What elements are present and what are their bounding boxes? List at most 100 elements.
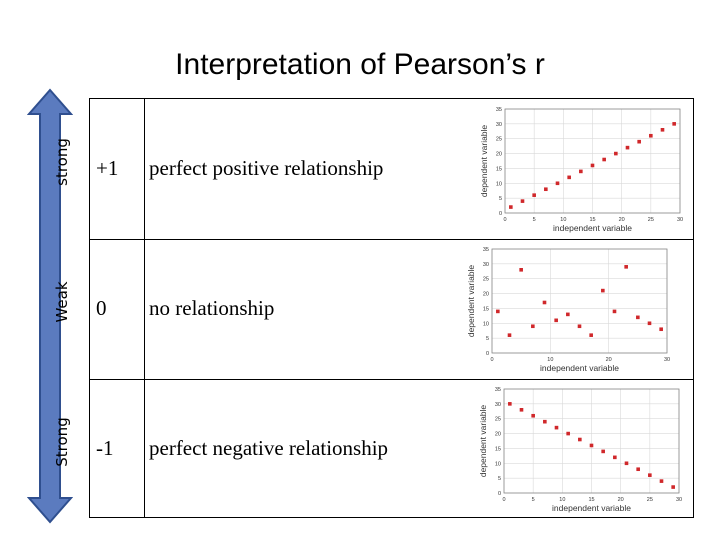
y-tick-label: 5 bbox=[499, 196, 502, 202]
data-point bbox=[672, 122, 676, 126]
data-point bbox=[637, 139, 641, 144]
double-arrow-icon bbox=[26, 88, 74, 524]
y-axis-label: dependent variable bbox=[478, 405, 488, 478]
interpretation-table: +1 perfect positive relationship 0 5 10 15 2… bbox=[89, 98, 694, 518]
data-point bbox=[636, 467, 640, 472]
data-point bbox=[543, 419, 547, 424]
data-point bbox=[577, 324, 582, 329]
data-point bbox=[566, 312, 570, 317]
data-point bbox=[555, 181, 560, 186]
x-tick-label: 20 bbox=[619, 217, 625, 223]
x-tick-label: 5 bbox=[533, 217, 536, 223]
x-tick-label: 20 bbox=[606, 357, 612, 363]
data-point bbox=[509, 205, 513, 209]
plot-frame bbox=[504, 108, 681, 214]
data-point bbox=[659, 327, 663, 332]
data-point bbox=[601, 288, 605, 293]
data-point bbox=[496, 309, 500, 314]
data-point bbox=[590, 163, 595, 168]
data-point bbox=[544, 187, 548, 192]
scatter-plot-negative: 0 5 10 15 20 25 30 0 5 10 15 20 25 30 35 independent va… bbox=[474, 385, 689, 513]
x-tick-label: 25 bbox=[648, 217, 654, 223]
plot-frame bbox=[503, 388, 680, 494]
data-point bbox=[508, 402, 512, 406]
y-tick-label: 10 bbox=[496, 181, 502, 187]
data-point bbox=[660, 128, 665, 132]
x-axis-label: independent variable bbox=[553, 223, 632, 233]
x-tick-label: 25 bbox=[647, 497, 653, 503]
y-tick-label: 35 bbox=[496, 107, 502, 113]
scatter-svg: 0 5 10 15 20 25 30 0 5 10 15 20 25 30 35 independent va… bbox=[479, 107, 683, 233]
x-tick-label: 5 bbox=[532, 497, 535, 503]
y-tick-label: 20 bbox=[483, 292, 489, 298]
y-tick-label: 0 bbox=[499, 211, 502, 217]
r-description: perfect positive relationship bbox=[149, 156, 384, 180]
scatter-svg: 0 5 10 15 20 25 30 0 5 10 15 20 25 30 35 independent va… bbox=[478, 387, 682, 513]
data-point bbox=[566, 431, 570, 436]
table-row: 0 no relationship 0 10 20 30 0 5 10 15 20 25 30 35 i… bbox=[90, 239, 693, 379]
y-tick-label: 15 bbox=[483, 306, 489, 312]
y-tick-label: 30 bbox=[495, 402, 501, 408]
row-divider bbox=[90, 239, 693, 240]
y-tick-label: 5 bbox=[486, 336, 489, 342]
table-row: +1 perfect positive relationship 0 5 10 15 2… bbox=[90, 99, 693, 239]
scatter-plot-none: 0 10 20 30 0 5 10 15 20 25 30 35 independent variabl… bbox=[462, 245, 677, 373]
data-point bbox=[659, 479, 664, 483]
x-tick-label: 0 bbox=[503, 217, 506, 223]
data-point bbox=[589, 333, 593, 337]
data-point bbox=[614, 151, 618, 156]
x-tick-label: 20 bbox=[618, 497, 624, 503]
data-point bbox=[567, 175, 571, 180]
data-point bbox=[602, 157, 606, 162]
y-axis-label: dependent variable bbox=[466, 265, 476, 338]
page-title: Interpretation of Pearson’s r bbox=[175, 48, 545, 81]
y-tick-label: 25 bbox=[483, 277, 489, 283]
x-tick-label: 15 bbox=[588, 497, 594, 503]
y-tick-label: 35 bbox=[483, 247, 489, 253]
data-point bbox=[578, 437, 582, 442]
data-point bbox=[601, 449, 605, 454]
r-value: +1 bbox=[96, 156, 119, 180]
row-divider bbox=[90, 379, 693, 380]
y-tick-label: 30 bbox=[496, 122, 502, 128]
y-tick-label: 0 bbox=[498, 491, 501, 497]
y-tick-label: 20 bbox=[496, 152, 502, 158]
y-tick-label: 20 bbox=[495, 432, 501, 438]
data-point bbox=[531, 413, 535, 418]
x-tick-label: 30 bbox=[677, 217, 683, 223]
table-row: -1 perfect negative relationship 0 5 10 15 2… bbox=[90, 379, 693, 519]
y-tick-label: 5 bbox=[498, 476, 501, 482]
data-point bbox=[554, 318, 558, 323]
scale-label-top: strong bbox=[53, 138, 71, 186]
strength-scale: strong Weak Strong bbox=[26, 88, 74, 524]
x-tick-label: 0 bbox=[490, 357, 493, 363]
x-tick-label: 0 bbox=[502, 497, 505, 503]
r-value: -1 bbox=[96, 436, 114, 460]
y-tick-label: 25 bbox=[496, 137, 502, 143]
scatter-plot-positive: 0 5 10 15 20 25 30 0 5 10 15 20 25 30 35 independent va… bbox=[475, 105, 690, 233]
x-tick-label: 15 bbox=[589, 217, 595, 223]
y-tick-label: 35 bbox=[495, 387, 501, 393]
scale-label-bottom: Strong bbox=[53, 417, 71, 467]
y-tick-label: 25 bbox=[495, 417, 501, 423]
data-point bbox=[636, 315, 640, 320]
y-tick-label: 15 bbox=[496, 166, 502, 172]
y-axis-label: dependent variable bbox=[479, 125, 489, 198]
data-point bbox=[648, 473, 652, 477]
data-point bbox=[647, 321, 652, 326]
data-point bbox=[519, 408, 524, 412]
x-tick-label: 30 bbox=[664, 357, 670, 363]
scale-label-middle: Weak bbox=[53, 281, 71, 323]
scatter-svg: 0 10 20 30 0 5 10 15 20 25 30 35 independent variabl… bbox=[466, 247, 670, 373]
data-point bbox=[520, 199, 525, 203]
plot-frame bbox=[491, 248, 668, 354]
data-point bbox=[624, 461, 629, 466]
y-tick-label: 15 bbox=[495, 446, 501, 452]
data-point bbox=[542, 300, 547, 305]
data-point bbox=[613, 455, 617, 460]
x-tick-label: 30 bbox=[676, 497, 682, 503]
y-tick-label: 30 bbox=[483, 262, 489, 268]
data-point bbox=[589, 443, 594, 448]
column-divider bbox=[144, 99, 145, 517]
r-description: no relationship bbox=[149, 296, 275, 320]
